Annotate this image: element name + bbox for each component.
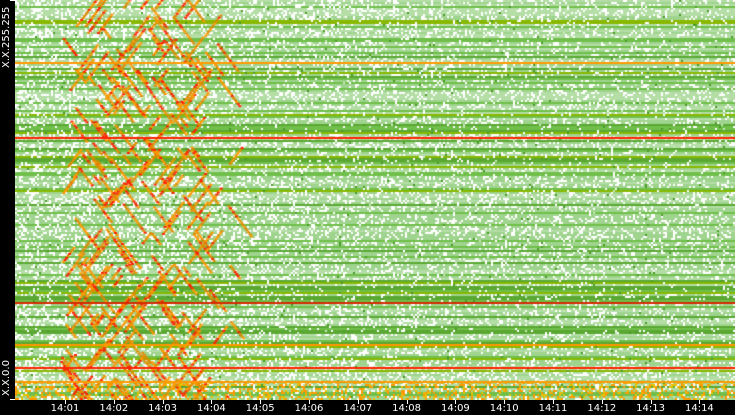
- y-tick-label-top: X.X.255.255: [1, 6, 12, 68]
- x-tick: [455, 400, 457, 404]
- x-tick-label: 14:06: [294, 403, 324, 414]
- x-tick-label: 14:07: [343, 403, 373, 414]
- x-tick-label: 14:04: [196, 403, 226, 414]
- x-tick: [65, 400, 66, 404]
- x-tick: [357, 400, 359, 404]
- x-tick-label: 14:10: [489, 403, 519, 414]
- x-tick: [309, 400, 310, 404]
- heatmap-plot-area: [15, 0, 735, 400]
- x-tick-label: 14:08: [392, 403, 422, 414]
- x-tick: [650, 400, 652, 404]
- y-tick-label-bottom: X.X.0.0: [1, 360, 12, 396]
- x-tick-label: 14:01: [50, 403, 80, 414]
- x-tick: [113, 400, 115, 404]
- x-tick: [162, 400, 164, 404]
- x-tick-label: 14:14: [684, 403, 714, 414]
- x-tick-label: 14:09: [440, 403, 470, 414]
- x-tick-label: 14:05: [245, 403, 275, 414]
- x-tick-label: 14:13: [636, 403, 666, 414]
- y-tick-bottom: [10, 399, 15, 400]
- x-tick: [211, 400, 213, 404]
- x-tick-label: 14:12: [587, 403, 617, 414]
- x-tick: [504, 400, 506, 404]
- x-tick: [699, 400, 701, 404]
- x-tick: [260, 400, 262, 404]
- x-tick: [601, 400, 603, 404]
- x-tick-label: 14:02: [99, 403, 129, 414]
- x-tick: [553, 400, 554, 404]
- y-tick-top: [10, 0, 15, 1]
- x-tick: [406, 400, 408, 404]
- x-tick-label: 14:11: [538, 403, 568, 414]
- x-tick-label: 14:03: [148, 403, 178, 414]
